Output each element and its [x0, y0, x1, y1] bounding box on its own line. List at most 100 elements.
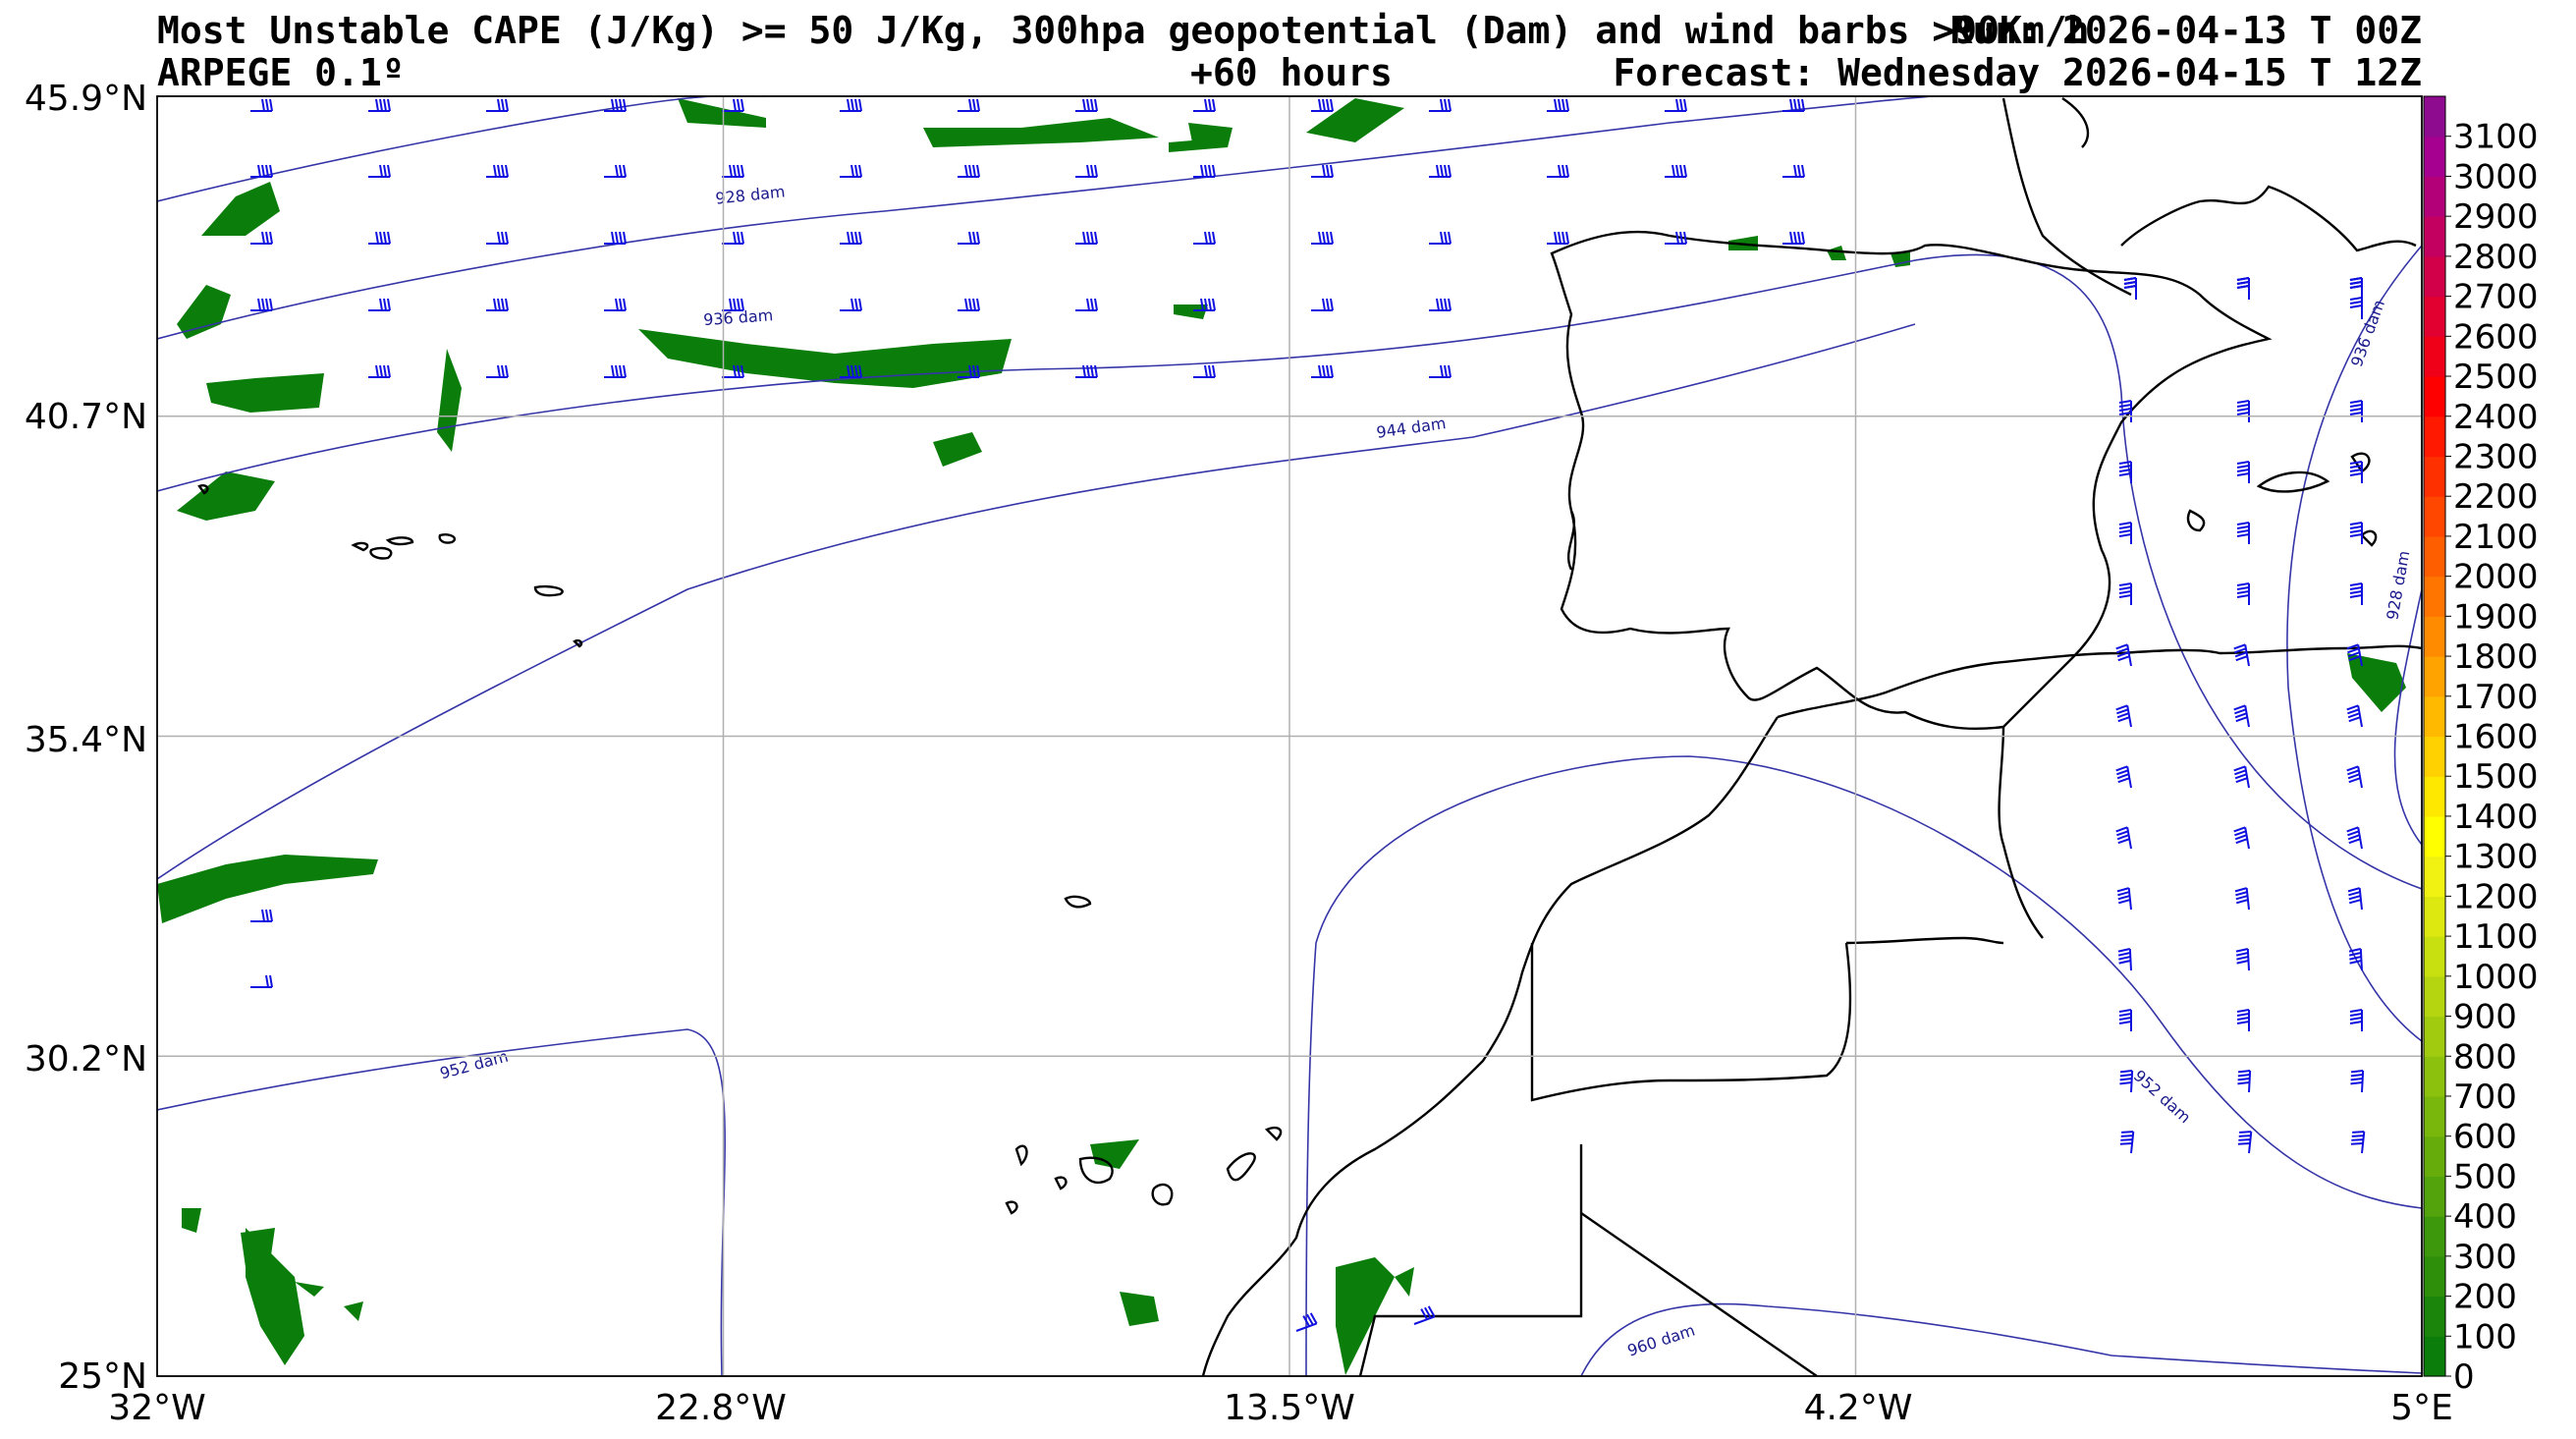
- wind-barb: [840, 164, 862, 178]
- wind-barb: [2119, 1070, 2134, 1093]
- contour-label: 936 dam: [703, 305, 774, 329]
- wind-barb: [2115, 704, 2132, 728]
- wind-barb: [1311, 298, 1334, 311]
- wind-barb: [1311, 364, 1334, 378]
- wind-barb: [2346, 765, 2363, 789]
- colorbar-segment: [2424, 1056, 2445, 1097]
- wind-barb: [2233, 826, 2250, 850]
- wind-barb: [2237, 1131, 2253, 1154]
- wind-barb: [2236, 582, 2250, 605]
- colorbar-label: 1400: [2453, 798, 2539, 837]
- colorbar-label: 700: [2453, 1078, 2517, 1117]
- wind-barb: [2346, 643, 2363, 667]
- wind-barb: [2349, 522, 2363, 544]
- wind-barb: [1429, 164, 1452, 178]
- map-frame: [156, 95, 2423, 1377]
- wind-barb: [1075, 298, 1098, 311]
- colorbar-label: 2800: [2453, 238, 2539, 277]
- lon-tick-labels: 32°W 22.8°W 13.5°W 4.2°W 5°E: [108, 1388, 2453, 1428]
- wind-barb: [1429, 231, 1452, 245]
- wind-barb: [486, 98, 509, 112]
- colorbar-segment: [2424, 496, 2445, 537]
- lead-time-label: +60 hours: [1190, 51, 1393, 94]
- wind-barb: [840, 298, 862, 311]
- colorbar-segment: [2424, 456, 2445, 497]
- wind-barb: [368, 364, 391, 378]
- wind-barb: [1547, 98, 1569, 112]
- model-label: ARPEGE 0.1º: [157, 51, 405, 94]
- wind-barb: [2348, 948, 2363, 971]
- wind-barb: [1782, 98, 1805, 112]
- colorbar-segment: [2424, 1095, 2445, 1137]
- wind-barb: [1429, 98, 1452, 112]
- colorbar-segment: [2424, 656, 2445, 697]
- wind-barb: [250, 164, 273, 178]
- lon-tick-label: 4.2°W: [1804, 1388, 1913, 1428]
- wind-barb: [486, 231, 509, 245]
- colorbar-label: 2100: [2453, 518, 2539, 557]
- colorbar-segment: [2424, 296, 2445, 337]
- wind-barb: [2234, 887, 2250, 911]
- wind-barb: [1547, 231, 1569, 245]
- wind-barb: [604, 364, 627, 378]
- colorbar-label: 1300: [2453, 838, 2539, 877]
- wind-barb: [2236, 461, 2250, 483]
- colorbar-label: 1500: [2453, 757, 2539, 797]
- wind-barb: [840, 231, 862, 245]
- wind-barb: [722, 298, 744, 311]
- colorbar-label: 3000: [2453, 157, 2539, 196]
- colorbar-label: 900: [2453, 998, 2517, 1037]
- colorbar-segment: [2424, 1016, 2445, 1057]
- lon-tick-label: 13.5°W: [1224, 1388, 1355, 1428]
- wind-barb: [1193, 164, 1216, 178]
- colorbar-label: 400: [2453, 1197, 2517, 1237]
- colorbar-label: 1800: [2453, 637, 2539, 677]
- wind-barb: [2118, 461, 2132, 483]
- colorbar-label: 1900: [2453, 597, 2539, 636]
- colorbar-label: 1600: [2453, 718, 2539, 757]
- lon-tick-label: 32°W: [108, 1388, 205, 1428]
- wind-barb: [2236, 522, 2250, 544]
- wind-barb: [2233, 765, 2250, 789]
- colorbar-label: 1000: [2453, 958, 2539, 997]
- wind-barb: [2350, 1131, 2366, 1154]
- lat-tick-label: 25°N: [58, 1356, 147, 1397]
- lat-tick-label: 35.4°N: [25, 720, 147, 760]
- wind-barb: [2118, 582, 2132, 605]
- colorbar-label: 2200: [2453, 477, 2539, 517]
- colorbar-label: 2900: [2453, 197, 2539, 237]
- wind-barb: [722, 98, 744, 112]
- wind-barb: [2233, 643, 2250, 667]
- wind-barb: [1075, 231, 1098, 245]
- wind-barb: [2233, 704, 2250, 728]
- colorbar-segment: [2424, 616, 2445, 657]
- colorbar-segment: [2424, 96, 2445, 138]
- wind-barb: [1782, 164, 1805, 178]
- colorbar-segment: [2424, 176, 2445, 217]
- colorbar-segment: [2424, 1176, 2445, 1217]
- colorbar-label: 2700: [2453, 278, 2539, 317]
- wind-barb: [604, 164, 627, 178]
- lat-tick-label: 30.2°N: [25, 1039, 147, 1079]
- wind-barb: [368, 98, 391, 112]
- wind-barb: [1665, 98, 1687, 112]
- wind-barb: [604, 98, 627, 112]
- wind-barb: [1311, 164, 1334, 178]
- wind-barb: [368, 298, 391, 311]
- colorbar-segment: [2424, 415, 2445, 458]
- wind-barb: [486, 298, 509, 311]
- wind-barb: [1429, 298, 1452, 311]
- wind-barb: [2118, 522, 2132, 544]
- colorbar-label: 600: [2453, 1118, 2517, 1157]
- wind-barb: [1311, 231, 1334, 245]
- lat-tick-label: 45.9°N: [25, 79, 147, 119]
- wind-barb: [250, 98, 273, 112]
- lat-tick-label: 40.7°N: [25, 397, 147, 437]
- wind-barb: [722, 364, 744, 378]
- colorbar-label: 1700: [2453, 678, 2539, 717]
- wind-barb: [840, 98, 862, 112]
- colorbar-segment: [2424, 1216, 2445, 1257]
- wind-barb: [2349, 400, 2363, 422]
